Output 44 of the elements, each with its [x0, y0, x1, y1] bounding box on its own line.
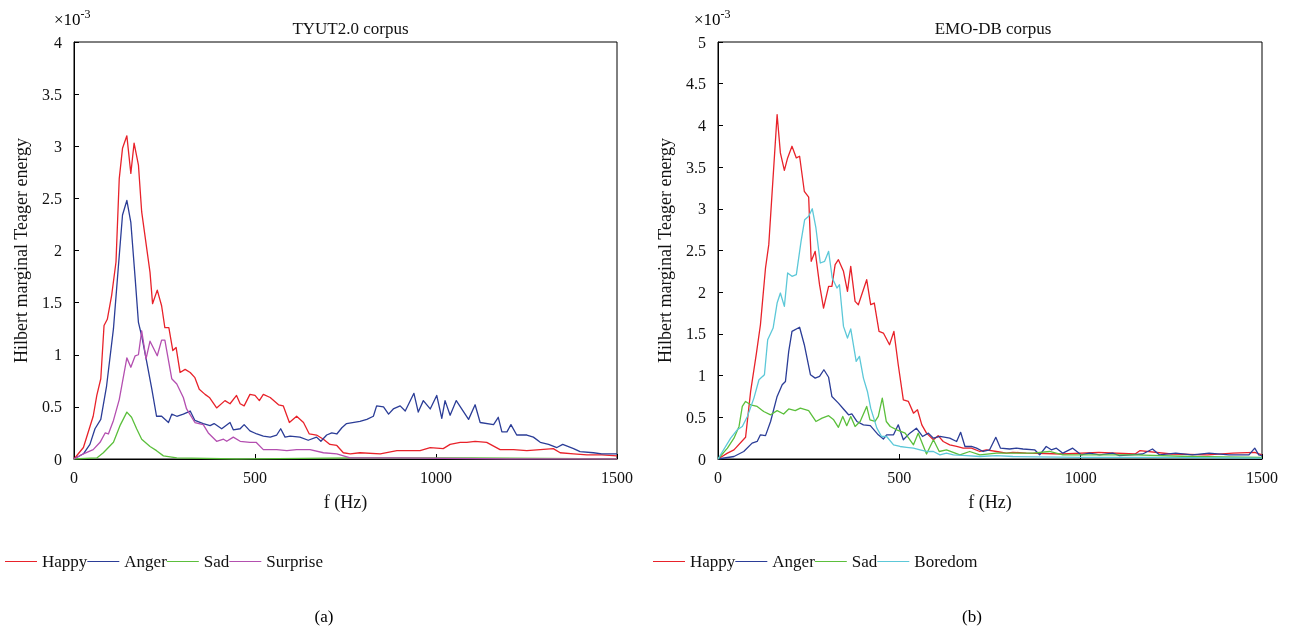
legend-label: Happy	[42, 552, 88, 571]
x-tick-label: 500	[887, 468, 912, 486]
x-tick-label: 1000	[1064, 468, 1097, 486]
x-tick-label: 500	[243, 468, 267, 486]
y-tick-label: 5	[698, 33, 706, 51]
x-axis-title: f (Hz)	[968, 492, 1012, 513]
y-tick-label: 2.5	[42, 189, 62, 207]
y-tick-label: 3.5	[42, 85, 62, 103]
x-tick-label: 1500	[1246, 468, 1278, 486]
legend-label: Boredom	[914, 552, 978, 571]
text: (a)	[314, 607, 334, 626]
y-tick-label: 1	[54, 346, 62, 364]
y-axis-title: Hilbert marginal Teager energy	[11, 137, 31, 364]
y-tick-label: 1	[698, 367, 706, 385]
legend-label: Anger	[124, 552, 168, 571]
y-tick-label: 3	[54, 137, 62, 155]
legend-label: Sad	[851, 552, 878, 571]
legend-label: Sad	[203, 552, 230, 571]
x-axis-title: f (Hz)	[323, 492, 368, 513]
y-tick-label: 1.5	[686, 325, 706, 343]
legend-label: Surprise	[266, 552, 323, 571]
y-tick-label: 4	[54, 33, 62, 51]
y-axis-title: Hilbert marginal Teager energy	[655, 137, 675, 364]
y-tick-label: 0.5	[686, 408, 706, 426]
y-tick-label: 3	[698, 200, 706, 218]
y-tick-label: 2	[698, 283, 706, 301]
x-tick-label: 0	[70, 468, 78, 486]
text: (b)	[962, 607, 982, 626]
x-tick-label: 0	[714, 468, 722, 486]
y-tick-label: 0	[698, 450, 706, 468]
y-tick-label: 2.5	[686, 242, 706, 259]
legend-label: Anger	[772, 552, 816, 571]
y-tick-label: 1.5	[42, 294, 62, 312]
y-tick-label: 0	[54, 450, 62, 468]
y-tick-label: 4.5	[686, 75, 706, 93]
y-tick-label: 2	[54, 242, 62, 259]
chart-title: EMO-DB corpus	[934, 19, 1052, 38]
x-tick-label: 1500	[601, 468, 633, 486]
legend-label: Happy	[690, 552, 736, 571]
y-tick-label: 0.5	[42, 398, 62, 416]
y-tick-label: 3.5	[686, 158, 706, 176]
x-tick-label: 1000	[420, 468, 452, 486]
chart-title: TYUT2.0 corpus	[292, 19, 409, 38]
y-tick-label: 4	[698, 116, 706, 134]
